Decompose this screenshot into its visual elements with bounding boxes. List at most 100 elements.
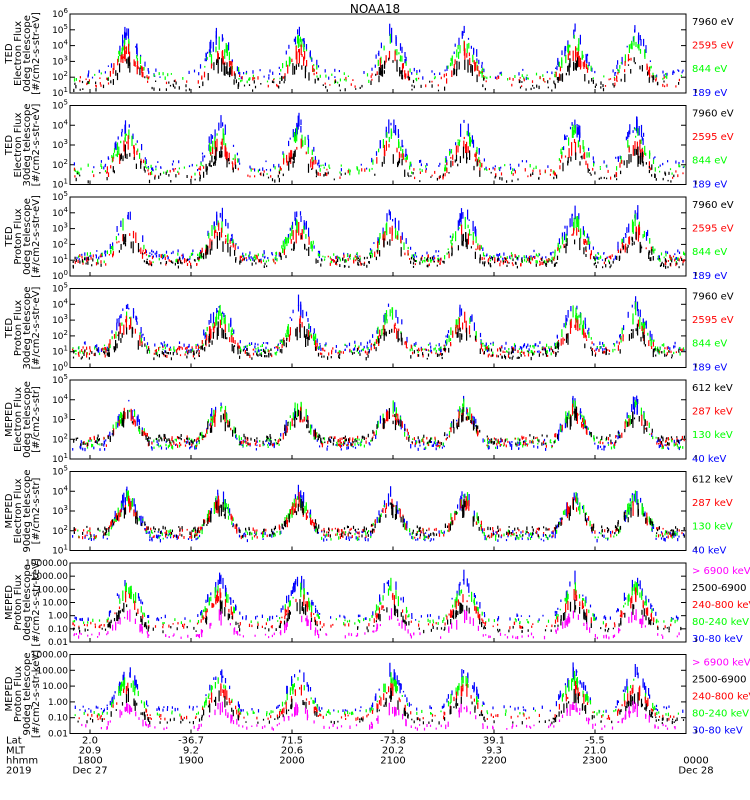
flux-mark	[527, 175, 529, 178]
flux-mark	[197, 343, 199, 347]
flux-mark	[146, 261, 148, 265]
flux-mark	[480, 71, 482, 74]
flux-mark	[165, 263, 167, 266]
flux-mark	[585, 63, 587, 69]
flux-mark	[291, 318, 293, 321]
flux-mark	[496, 76, 498, 80]
flux-mark	[394, 129, 396, 134]
flux-mark	[146, 167, 148, 169]
flux-mark	[398, 338, 400, 341]
flux-mark	[675, 160, 677, 164]
flux-mark	[319, 434, 321, 439]
flux-mark	[551, 256, 553, 260]
flux-mark	[523, 255, 525, 258]
flux-mark	[565, 508, 567, 517]
flux-mark	[354, 347, 356, 351]
flux-mark	[363, 71, 365, 74]
flux-mark	[637, 146, 639, 156]
flux-mark	[311, 57, 313, 62]
flux-mark	[149, 538, 151, 542]
flux-mark	[240, 79, 242, 83]
flux-mark	[117, 421, 119, 423]
flux-mark	[134, 61, 136, 67]
flux-mark	[433, 347, 435, 351]
flux-mark	[644, 419, 646, 425]
flux-mark	[450, 327, 452, 336]
flux-mark	[297, 115, 299, 130]
flux-mark	[554, 249, 556, 254]
flux-mark	[188, 70, 190, 74]
flux-mark	[467, 412, 469, 420]
flux-mark	[430, 437, 432, 440]
flux-mark	[541, 256, 543, 259]
flux-mark	[576, 218, 578, 224]
flux-mark	[497, 254, 499, 258]
flux-mark	[545, 353, 548, 357]
flux-mark	[405, 73, 407, 78]
flux-mark	[315, 432, 317, 438]
flux-mark	[148, 172, 150, 176]
flux-mark	[129, 409, 131, 413]
flux-mark	[356, 257, 358, 260]
flux-mark	[504, 356, 507, 360]
flux-mark	[571, 127, 573, 138]
flux-mark	[176, 351, 178, 353]
flux-mark	[211, 225, 213, 236]
flux-mark	[609, 78, 612, 80]
flux-mark	[176, 436, 179, 439]
flux-mark	[476, 426, 478, 435]
flux-mark	[323, 174, 325, 177]
flux-mark	[294, 36, 297, 45]
flux-mark	[232, 523, 234, 527]
flux-mark	[509, 356, 511, 360]
flux-mark	[120, 411, 122, 419]
flux-mark	[470, 246, 472, 249]
flux-mark	[650, 340, 652, 347]
flux-mark	[449, 427, 451, 430]
flux-mark	[83, 441, 85, 444]
y-tick-label: 102	[52, 237, 68, 250]
flux-mark	[100, 255, 102, 258]
flux-mark	[509, 255, 511, 259]
flux-mark	[429, 80, 431, 83]
flux-mark	[565, 233, 567, 243]
flux-mark	[276, 351, 278, 353]
flux-mark	[216, 308, 218, 314]
flux-mark	[344, 441, 346, 445]
flux-mark	[348, 440, 350, 443]
flux-mark	[106, 177, 108, 181]
flux-mark	[297, 409, 299, 417]
flux-mark	[338, 350, 340, 353]
flux-mark	[441, 353, 443, 355]
flux-mark	[232, 157, 234, 160]
flux-mark	[280, 339, 282, 342]
legend-entry: 2595 eV	[692, 41, 734, 52]
flux-mark	[450, 156, 452, 159]
flux-mark	[656, 441, 658, 443]
flux-mark	[417, 436, 419, 440]
flux-mark	[97, 261, 99, 264]
flux-mark	[288, 334, 290, 342]
flux-mark	[238, 527, 240, 529]
flux-mark	[205, 340, 207, 345]
flux-mark	[189, 441, 191, 446]
flux-mark	[184, 444, 187, 447]
flux-mark	[158, 72, 160, 76]
flux-mark	[148, 348, 150, 351]
flux-mark	[84, 443, 86, 445]
flux-mark	[561, 329, 563, 337]
flux-mark	[583, 247, 585, 255]
flux-mark	[198, 86, 201, 88]
flux-mark	[315, 346, 317, 351]
flux-mark	[95, 88, 97, 92]
flux-mark	[413, 437, 415, 441]
flux-mark	[337, 81, 339, 84]
flux-mark	[604, 258, 606, 262]
flux-mark	[178, 341, 181, 344]
flux-mark	[415, 539, 417, 541]
y-tick-label: 102	[52, 70, 68, 83]
flux-mark	[504, 164, 506, 167]
flux-mark	[337, 256, 339, 259]
flux-mark	[549, 258, 551, 262]
flux-mark	[430, 349, 432, 353]
